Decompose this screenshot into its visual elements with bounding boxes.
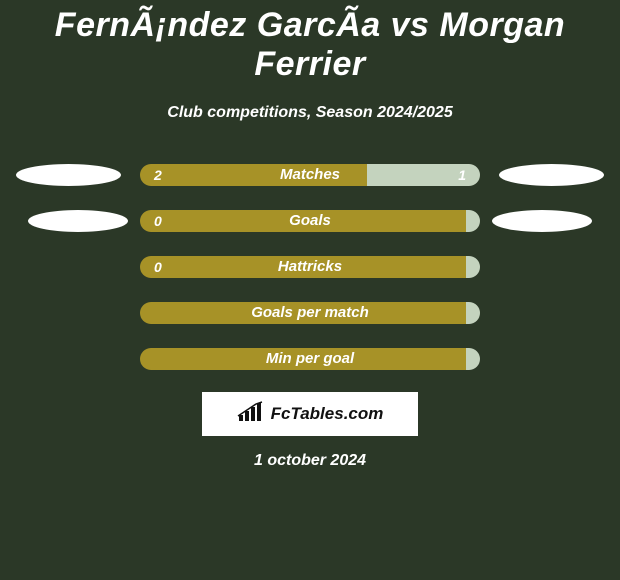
stat-row: 0Hattricks [0,256,620,278]
stat-bar: 21Matches [140,164,480,186]
stat-bar-left: 0 [140,256,466,278]
logo-text: FcTables.com [271,404,384,424]
subtitle: Club competitions, Season 2024/2025 [0,104,620,122]
right-oval-icon [499,164,604,186]
stat-row: Goals per match [0,302,620,324]
stat-row: 0Goals [0,210,620,232]
stat-bar-right: 1 [367,164,480,186]
stat-row: Min per goal [0,348,620,370]
stat-bar-right [466,302,480,324]
stat-bar-right [466,256,480,278]
stat-bar: 0Goals [140,210,480,232]
left-oval-icon [16,164,121,186]
logo-box: FcTables.com [202,392,418,436]
stat-bar-left [140,348,466,370]
right-oval-icon [492,210,592,232]
stat-bar: Goals per match [140,302,480,324]
date-label: 1 october 2024 [0,452,620,470]
stats-rows: 21Matches 0Goals 0Hattricks Goals per match… [0,164,620,370]
stat-bar-right [466,210,480,232]
left-oval-icon [28,210,128,232]
stat-bar: 0Hattricks [140,256,480,278]
stat-bar-left: 0 [140,210,466,232]
stat-bar: Min per goal [140,348,480,370]
stat-bar-right [466,348,480,370]
bar-chart-icon [237,401,265,428]
page-title: FernÃ¡ndez GarcÃ­a vs Morgan Ferrier [0,0,620,84]
stat-bar-left: 2 [140,164,367,186]
stat-row: 21Matches [0,164,620,186]
stat-bar-left [140,302,466,324]
